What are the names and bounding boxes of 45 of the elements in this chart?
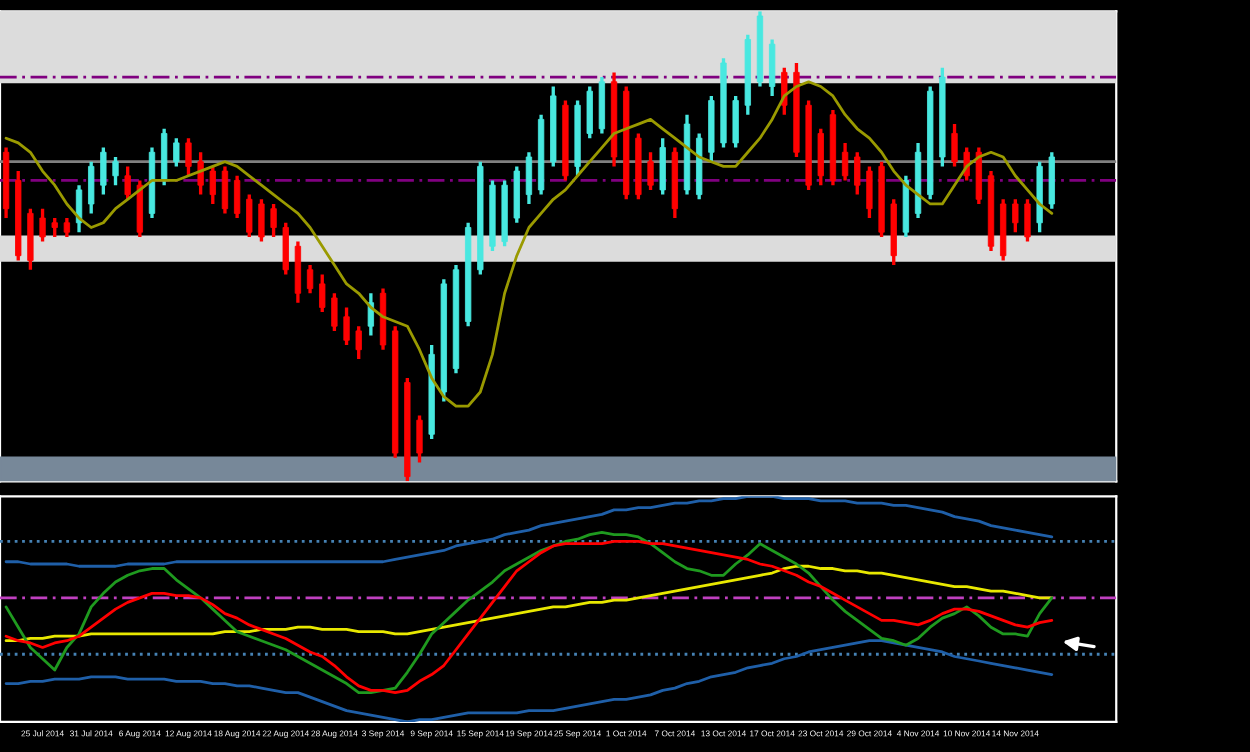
- candlestick: [51, 216, 58, 239]
- candlestick: [1048, 150, 1055, 211]
- candlestick: [294, 239, 302, 305]
- candlestick: [1024, 197, 1031, 244]
- candlestick: [647, 150, 654, 192]
- candlestick: [951, 122, 958, 169]
- candlestick: [866, 164, 873, 220]
- candlestick: [161, 127, 168, 187]
- candlestick: [306, 263, 314, 295]
- candlestick: [768, 37, 776, 98]
- candlestick: [88, 160, 95, 216]
- candlestick: [197, 150, 204, 197]
- candlestick: [319, 272, 326, 314]
- candlestick: [732, 94, 739, 150]
- candlestick: [124, 164, 131, 201]
- candlestick: [246, 192, 253, 239]
- candlestick: [27, 207, 34, 272]
- candlestick: [270, 202, 277, 239]
- candlestick: [817, 127, 824, 187]
- candlestick: [63, 216, 71, 239]
- candlestick: [343, 305, 350, 347]
- candlestick: [331, 291, 338, 333]
- candlestick: [854, 150, 861, 197]
- candlestick: [100, 145, 107, 197]
- candlestick: [525, 150, 533, 206]
- candlestick: [416, 413, 423, 465]
- candlestick: [355, 324, 362, 361]
- candlestick: [173, 136, 180, 169]
- candlestick: [112, 155, 119, 187]
- candlestick: [1012, 197, 1019, 234]
- candlestick: [282, 221, 289, 277]
- candlestick: [209, 164, 216, 206]
- candlestick: [136, 178, 143, 239]
- candlestick: [586, 84, 593, 140]
- candlestick: [258, 197, 265, 244]
- candlestick: [233, 174, 241, 220]
- candlestick: [39, 207, 46, 244]
- candlestick: [513, 164, 520, 225]
- candlestick: [975, 145, 982, 206]
- candlestick: [185, 136, 192, 178]
- candlestick: [598, 75, 606, 136]
- candlestick: [841, 141, 849, 183]
- candlestick: [367, 291, 375, 338]
- candlestick: [659, 136, 666, 197]
- candlestick: [221, 164, 229, 216]
